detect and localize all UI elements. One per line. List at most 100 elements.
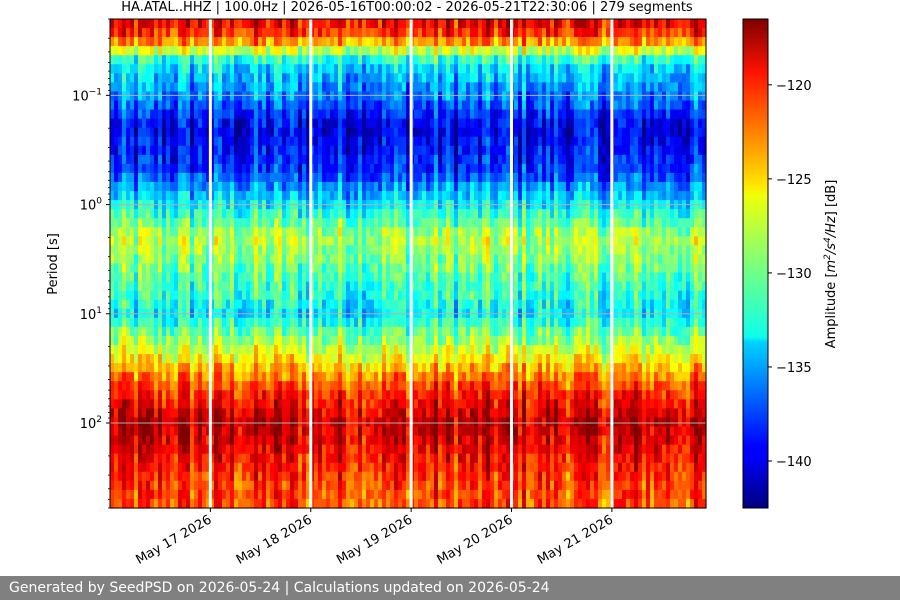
heatmap-cell [250,471,255,482]
heatmap-cell [274,489,279,500]
heatmap-cell [422,91,427,102]
heatmap-cell [338,37,343,47]
heatmap-cell [150,498,155,509]
heatmap-cell [202,100,207,111]
heatmap-cell [474,182,479,192]
heatmap-cell [266,471,271,482]
heatmap-cell [378,290,383,301]
heatmap-cell [174,435,179,446]
heatmap-cell [470,109,475,120]
heatmap-cell [282,254,287,265]
heatmap-cell [158,209,163,219]
heatmap-cell [122,272,127,283]
heatmap-cell [398,182,403,192]
heatmap-cell [354,345,359,355]
heatmap-cell [114,182,119,192]
heatmap-cell [434,480,439,491]
heatmap-cell [142,489,147,500]
heatmap-cell [442,453,447,464]
heatmap-cell [294,453,299,464]
heatmap-cell [402,417,407,428]
heatmap-cell [122,335,127,346]
heatmap-cell [354,372,359,382]
heatmap-cell [154,118,159,129]
heatmap-cell [302,444,307,455]
heatmap-cell [110,254,115,265]
heatmap-cell [214,154,219,165]
heatmap-cell [258,462,263,473]
heatmap-cell [342,317,347,328]
heatmap-cell [402,236,407,246]
heatmap-cell [434,37,439,47]
heatmap-cell [366,381,371,391]
heatmap-cell [398,290,403,301]
heatmap-cell [230,435,235,446]
heatmap-cell [438,191,443,201]
heatmap-cell [290,118,295,129]
heatmap-cell [126,345,131,355]
heatmap-cell [426,426,431,437]
heatmap-cell [210,335,215,346]
heatmap-cell [166,91,171,102]
heatmap-cell [198,73,203,83]
heatmap-cell [306,28,311,38]
heatmap-cell [306,489,311,500]
heatmap-cell [354,73,359,83]
heatmap-cell [234,317,239,328]
heatmap-cell [238,109,243,120]
heatmap-cell [234,37,239,47]
heatmap-cell [278,82,283,93]
heatmap-cell [234,498,239,509]
heatmap-cell [178,290,183,301]
heatmap-cell [322,182,327,192]
heatmap-cell [418,46,423,56]
heatmap-cell [274,227,279,237]
heatmap-cell [470,127,475,138]
heatmap-cell [178,245,183,256]
heatmap-cell [454,372,459,382]
heatmap-cell [438,489,443,500]
heatmap-cell [150,163,155,174]
heatmap-cell [146,498,151,509]
heatmap-cell [226,163,231,174]
heatmap-cell [474,73,479,83]
heatmap-cell [278,154,283,165]
heatmap-cell [186,290,191,301]
heatmap-cell [306,127,311,138]
heatmap-cell [138,489,143,500]
heatmap-cell [190,345,195,355]
heatmap-cell [242,91,247,102]
heatmap-cell [198,154,203,165]
heatmap-cell [302,182,307,192]
heatmap-cell [214,444,219,455]
heatmap-cell [394,444,399,455]
heatmap-cell [110,19,115,29]
heatmap-cell [394,209,399,219]
heatmap-cell [198,145,203,156]
heatmap-cell [394,245,399,256]
heatmap-cell [218,317,223,328]
heatmap-cell [206,462,211,473]
heatmap-cell [254,426,259,437]
heatmap-cell [354,182,359,192]
heatmap-cell [230,417,235,428]
heatmap-cell [158,471,163,482]
heatmap-cell [306,236,311,246]
heatmap-cell [270,263,275,274]
heatmap-cell [218,254,223,265]
heatmap-cell [154,345,159,355]
heatmap-cell [474,290,479,301]
heatmap-cell [182,372,187,382]
heatmap-cell [150,19,155,29]
heatmap-cell [454,299,459,310]
heatmap-cell [446,218,451,228]
heatmap-cell [422,363,427,373]
heatmap-cell [166,290,171,301]
heatmap-cell [366,335,371,346]
heatmap-cell [210,227,215,237]
heatmap-cell [130,498,135,509]
heatmap-cell [466,471,471,482]
heatmap-cell [306,245,311,256]
heatmap-cell [202,408,207,419]
heatmap-cell [222,109,227,120]
